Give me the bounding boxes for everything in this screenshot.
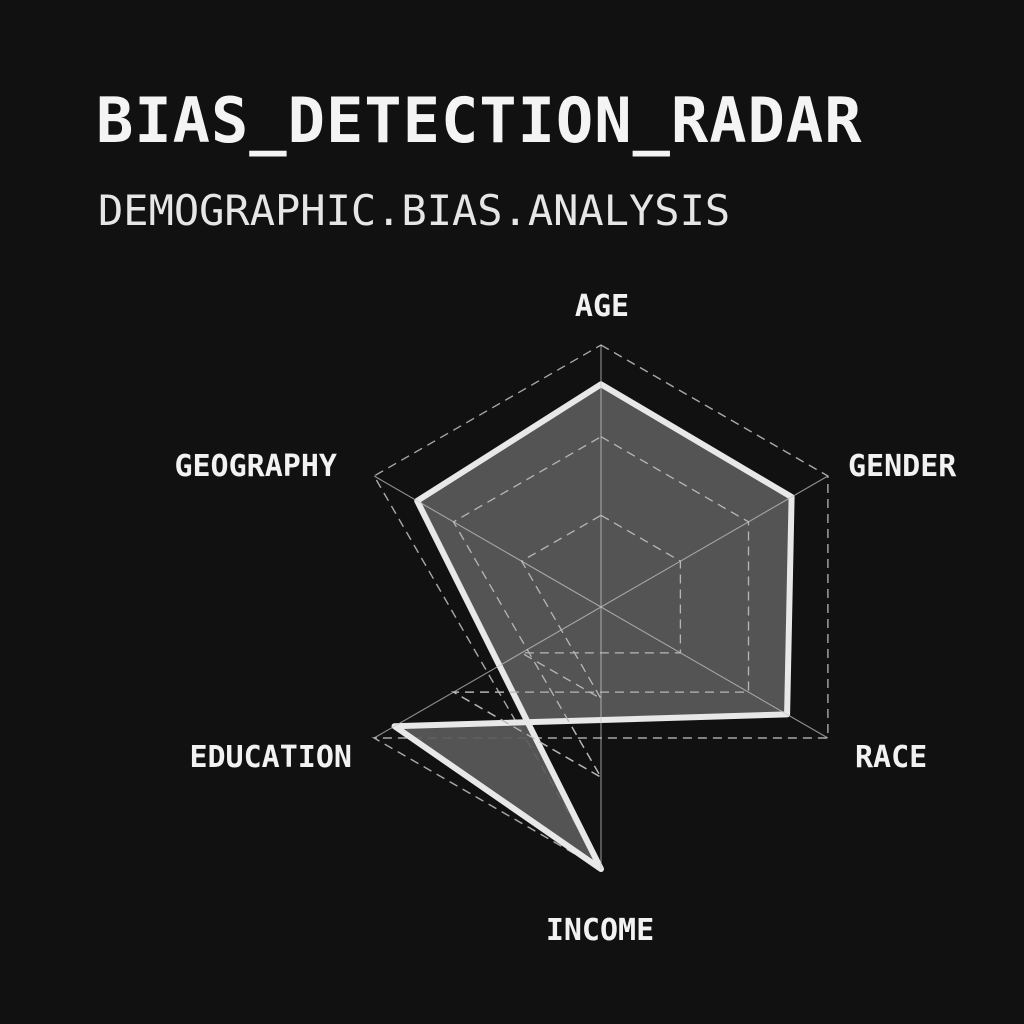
data-polygon-1 bbox=[391, 381, 795, 872]
radar-spokes bbox=[373, 345, 829, 869]
chart-title: BIAS_DETECTION_RADAR bbox=[96, 84, 863, 157]
axis-label-age: AGE bbox=[575, 289, 629, 324]
axis-label-income: INCOME bbox=[546, 913, 654, 948]
axis-label-gender: GENDER bbox=[848, 449, 957, 484]
axis-label-education: EDUCATION bbox=[189, 740, 352, 775]
spoke-race bbox=[600, 606, 829, 739]
radar-series bbox=[391, 381, 795, 872]
chart-subtitle: DEMOGRAPHIC.BIAS.ANALYSIS bbox=[98, 186, 731, 235]
spoke-geography bbox=[373, 475, 602, 608]
spoke-education bbox=[373, 606, 602, 739]
spoke-gender bbox=[600, 475, 829, 608]
axis-label-geography: GEOGRAPHY bbox=[174, 449, 337, 484]
axis-label-race: RACE bbox=[855, 740, 927, 775]
